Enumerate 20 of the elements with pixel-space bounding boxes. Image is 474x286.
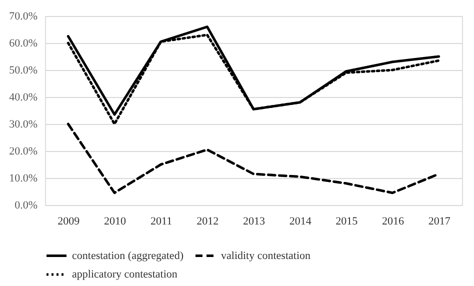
x-tick-label: 2016 [382,216,404,228]
y-tick-label: 70.0% [9,10,38,22]
x-tick-label: 2014 [289,216,312,228]
y-tick-label: 60.0% [9,38,38,50]
x-tick-label: 2017 [428,216,451,228]
legend-label: applicatory contestation [72,268,178,280]
x-tick-label: 2013 [243,216,266,228]
y-tick-label: 50.0% [9,64,38,76]
x-tick-label: 2012 [196,216,219,228]
y-tick-label: 30.0% [9,118,38,130]
y-tick-label: 0.0% [14,200,38,212]
x-tick-label: 2015 [336,216,358,228]
legend-label: contestation (aggregated) [72,250,184,262]
y-tick-label: 40.0% [9,92,38,104]
y-tick-label: 10.0% [9,172,38,184]
y-tick-label: 20.0% [9,146,38,158]
x-tick-label: 2011 [150,216,172,228]
x-tick-label: 2010 [104,216,126,228]
x-tick-label: 2009 [58,216,80,228]
legend-label: validity contestation [221,250,312,262]
